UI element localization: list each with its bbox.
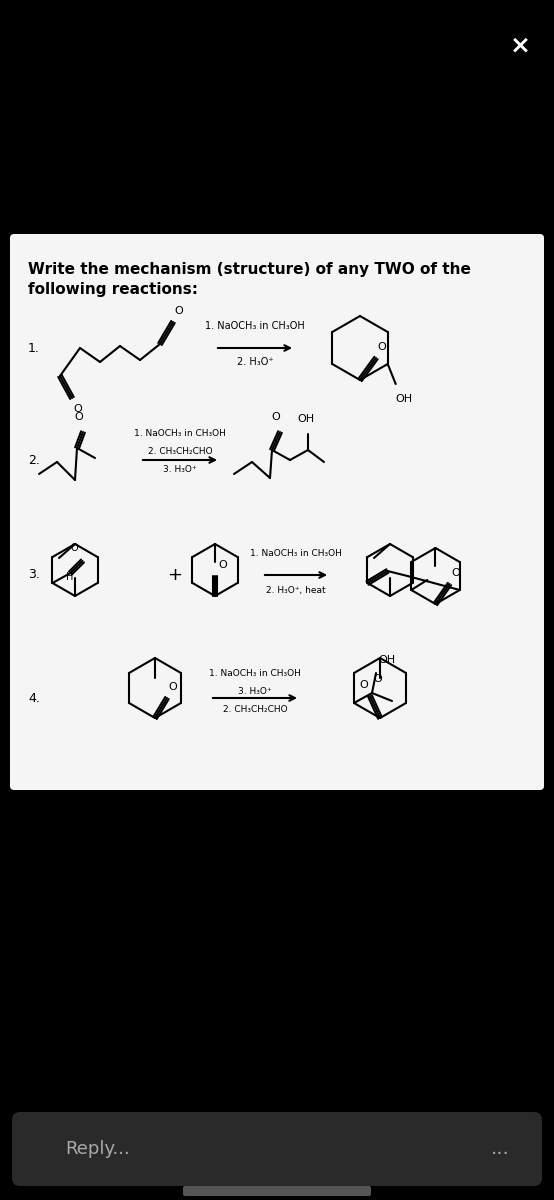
FancyBboxPatch shape <box>10 234 544 790</box>
Text: 2. CH₃CH₂CHO: 2. CH₃CH₂CHO <box>223 706 288 714</box>
Text: O: O <box>74 404 83 414</box>
Text: 3. H₃O⁺: 3. H₃O⁺ <box>238 688 272 696</box>
Text: O: O <box>378 342 386 352</box>
Text: O: O <box>175 306 183 316</box>
FancyBboxPatch shape <box>12 1112 542 1186</box>
Text: 3. H₃O⁺: 3. H₃O⁺ <box>163 466 197 474</box>
Text: 2. H₃O⁺, heat: 2. H₃O⁺, heat <box>266 586 326 594</box>
Text: 2.: 2. <box>28 454 40 467</box>
Text: O: O <box>373 674 382 684</box>
Text: 1. NaOCH₃ in CH₃OH: 1. NaOCH₃ in CH₃OH <box>205 320 305 331</box>
Text: O: O <box>360 680 368 690</box>
Text: Reply...: Reply... <box>65 1140 130 1158</box>
Text: 4.: 4. <box>28 691 40 704</box>
Text: OH: OH <box>396 394 413 404</box>
Text: O: O <box>71 542 78 553</box>
Text: 2. CH₃CH₂CHO: 2. CH₃CH₂CHO <box>148 448 212 456</box>
Text: 1. NaOCH₃ in CH₃OH: 1. NaOCH₃ in CH₃OH <box>134 430 226 438</box>
FancyBboxPatch shape <box>183 1186 371 1196</box>
Text: ...: ... <box>491 1140 509 1158</box>
Text: +: + <box>167 566 182 584</box>
Text: Write the mechanism (structure) of any TWO of the
following reactions:: Write the mechanism (structure) of any T… <box>28 262 471 296</box>
Text: H: H <box>66 572 74 582</box>
Text: O: O <box>219 560 227 570</box>
Text: 1. NaOCH₃ in CH₃OH: 1. NaOCH₃ in CH₃OH <box>250 550 342 558</box>
Text: 1.: 1. <box>28 342 40 354</box>
Text: O: O <box>451 568 460 578</box>
Text: ×: × <box>510 32 531 56</box>
Text: 2. H₃O⁺: 2. H₃O⁺ <box>237 358 273 367</box>
Text: OH: OH <box>378 655 395 665</box>
Text: O: O <box>75 412 83 422</box>
Text: 1. NaOCH₃ in CH₃OH: 1. NaOCH₃ in CH₃OH <box>209 670 301 678</box>
Text: O: O <box>168 682 177 692</box>
Text: 3.: 3. <box>28 569 40 582</box>
Text: OH: OH <box>297 414 315 424</box>
Text: O: O <box>271 412 280 422</box>
